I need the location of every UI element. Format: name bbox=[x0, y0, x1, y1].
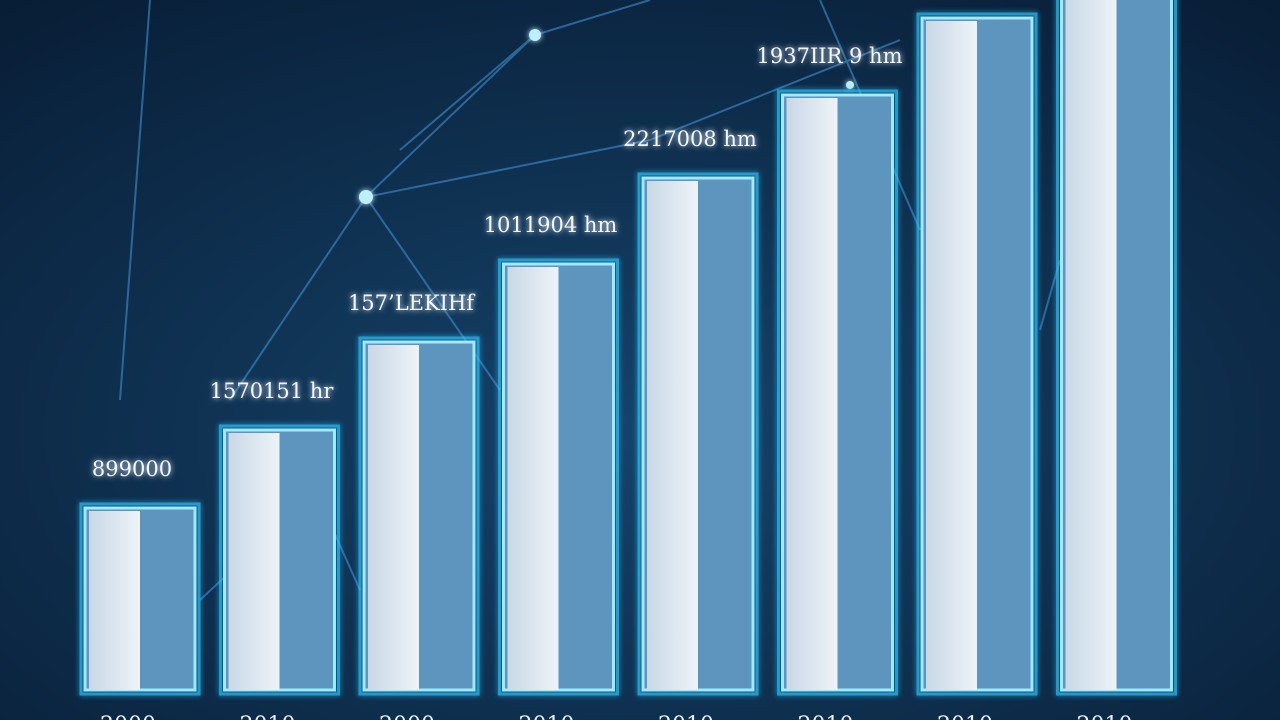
bar-glow bbox=[79, 502, 201, 696]
x-tick-label: 2010 bbox=[519, 713, 575, 720]
bar-label: 2217008 hm bbox=[623, 127, 757, 151]
bar-glow bbox=[1056, 0, 1177, 696]
bar-highlight bbox=[507, 267, 559, 690]
bar-highlight bbox=[1065, 0, 1117, 690]
x-tick-label: 2010 bbox=[798, 713, 854, 720]
bar-glow bbox=[219, 424, 340, 696]
bar-label: 899000 bbox=[92, 457, 172, 481]
bar-label: 1937IIR 9 hm bbox=[757, 44, 903, 68]
bar-highlight bbox=[647, 181, 698, 690]
bar-highlight bbox=[926, 21, 977, 690]
bar-highlight bbox=[89, 511, 140, 690]
bar-glow bbox=[358, 336, 480, 696]
bar-highlight bbox=[228, 433, 280, 690]
x-tick-label: 2010 bbox=[240, 713, 296, 720]
bar-label: 1570151 hr bbox=[210, 379, 335, 403]
bars: 899000 2000 1570151 hr 2010 157’LEKIHf 2000 10… bbox=[79, 0, 1177, 720]
bar-label: 1011904 hm bbox=[484, 213, 618, 237]
x-tick-label: 2000 bbox=[100, 713, 156, 720]
bar-glow bbox=[498, 258, 619, 696]
x-tick-label: 2000 bbox=[379, 713, 435, 720]
bar-glow bbox=[777, 89, 898, 696]
bar-highlight bbox=[786, 98, 838, 690]
x-tick-label: 2010 bbox=[1077, 713, 1133, 720]
x-tick-label: 2010 bbox=[937, 713, 993, 720]
bar-highlight bbox=[368, 345, 419, 690]
bar-glow bbox=[637, 172, 759, 696]
x-tick-label: 2010 bbox=[658, 713, 714, 720]
bar-label: 157’LEKIHf bbox=[348, 291, 476, 315]
network-nodes bbox=[311, 29, 854, 497]
bar-glow bbox=[916, 12, 1038, 696]
